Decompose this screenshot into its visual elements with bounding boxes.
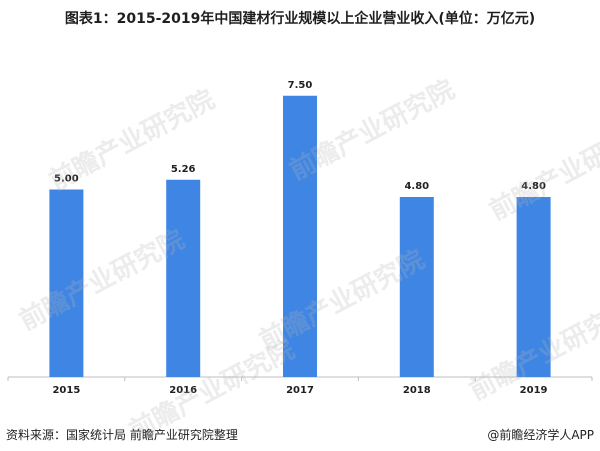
chart-title: 图表1：2015-2019年中国建材行业规模以上企业营业收入(单位：万亿元) [64,11,536,27]
data-label-2018: 4.80 [404,181,429,192]
x-tick-label-2018: 2018 [403,385,431,396]
bar-2016 [166,179,201,377]
data-label-2017: 7.50 [288,80,313,91]
bar-2015 [49,189,84,377]
bar-2017 [283,95,317,377]
data-label-2019: 4.80 [521,181,546,192]
data-label-2015: 5.00 [54,174,79,185]
x-tick-label-2019: 2019 [520,385,548,396]
x-tick-label-2017: 2017 [286,385,314,396]
bar-2018 [399,197,434,377]
bar-2019 [516,197,551,377]
data-label-2016: 5.26 [171,164,196,175]
x-tick-label-2016: 2016 [169,385,197,396]
credit-note: @前瞻经济学人APP [487,428,594,442]
x-tick-label-2015: 2015 [52,385,80,396]
source-note: 资料来源：国家统计局 前瞻产业研究院整理 [6,428,238,442]
